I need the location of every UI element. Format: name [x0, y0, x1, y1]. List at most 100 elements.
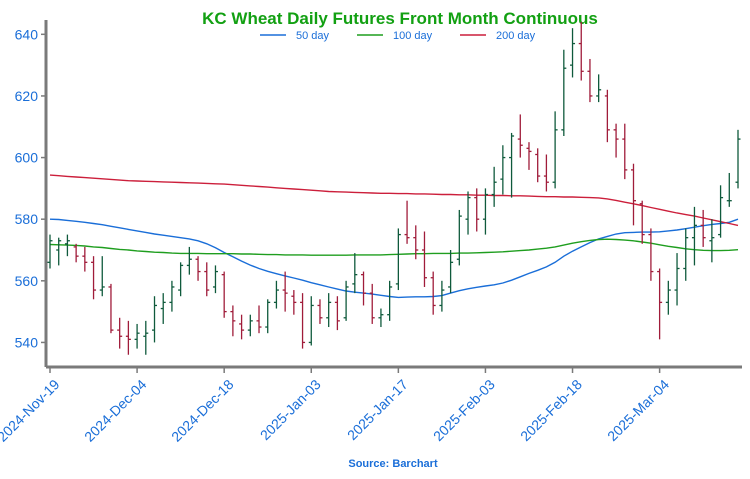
- ohlc-bar: [134, 323, 140, 349]
- ohlc-bar: [64, 234, 70, 257]
- y-tick-label: 540: [15, 334, 39, 350]
- ohlc-bar: [369, 283, 375, 324]
- ohlc-bar: [639, 200, 645, 244]
- ohlc-bar: [535, 148, 541, 183]
- ohlc-bar: [108, 283, 114, 334]
- ohlc-bar: [622, 123, 628, 180]
- ohlc-bar: [630, 163, 636, 226]
- ohlc-bar: [56, 237, 62, 266]
- legend-label-sma50: 50 day: [296, 30, 330, 42]
- chart-title: KC Wheat Daily Futures Front Month Conti…: [202, 9, 598, 28]
- ohlc-bar: [587, 58, 593, 103]
- ohlc-bar: [578, 22, 584, 81]
- ohlc-bar: [604, 89, 610, 143]
- ohlc-bar: [47, 234, 53, 269]
- ohlc-bar: [265, 299, 271, 334]
- ohlc-bar: [308, 296, 314, 346]
- ohlc-bar: [73, 243, 79, 263]
- x-tick-label: 2025-Mar-04: [604, 376, 672, 444]
- ohlc-bar: [300, 293, 306, 349]
- ohlc-bar: [82, 246, 88, 272]
- ohlc-bar: [543, 154, 549, 192]
- ohlc-bar: [552, 111, 558, 189]
- ohlc-bar: [526, 142, 532, 170]
- ohlc-bar: [491, 166, 497, 207]
- ohlc-bar: [561, 49, 567, 136]
- x-tick-label: 2024-Dec-18: [168, 376, 237, 445]
- moving-average-lines: [49, 174, 739, 299]
- ohlc-bar: [186, 246, 192, 275]
- ohlc-bar: [456, 209, 462, 266]
- ohlc-bar: [395, 228, 401, 291]
- ohlc-bar: [221, 271, 227, 318]
- ohlc-bar: [517, 114, 523, 158]
- y-tick-label: 640: [15, 26, 39, 42]
- y-axis-ticks: 540 560 580 600 620 640: [15, 26, 46, 350]
- legend: 50 day 100 day 200 day: [260, 30, 536, 42]
- ohlc-bar: [387, 280, 393, 321]
- y-tick-label: 580: [15, 211, 39, 227]
- ohlc-bar: [91, 256, 97, 300]
- ohlc-bar: [726, 172, 732, 207]
- ohlc-bar: [404, 200, 410, 244]
- ohlc-bar: [239, 314, 245, 340]
- ohlc-bar: [317, 299, 323, 324]
- x-tick-label: 2025-Jan-03: [257, 376, 324, 443]
- ohlc-bar: [152, 296, 158, 343]
- x-tick-label: 2025-Feb-03: [430, 376, 498, 444]
- ohlc-bar: [509, 132, 515, 198]
- source-label: Source: Barchart: [348, 458, 438, 470]
- ohlc-bar: [204, 262, 210, 297]
- ohlc-bar: [718, 185, 724, 238]
- axes: [44, 20, 742, 369]
- ohlc-bar: [709, 219, 715, 263]
- ohlc-bar: [448, 250, 454, 294]
- x-tick-label: 2024-Nov-19: [0, 376, 63, 445]
- ohlc-bar: [178, 262, 184, 297]
- series-line-sma50: [49, 218, 739, 299]
- ohlc-bar: [657, 268, 663, 340]
- ohlc-bar: [273, 280, 279, 309]
- ohlc-bar: [421, 231, 427, 287]
- series-line-sma100: [49, 238, 739, 256]
- ohlc-bars: [47, 22, 741, 355]
- ohlc-bar: [665, 280, 671, 315]
- ohlc-bar: [212, 265, 218, 294]
- ohlc-bar: [465, 191, 471, 235]
- ohlc-bar: [691, 206, 697, 266]
- ohlc-bar: [343, 280, 349, 321]
- ohlc-bar: [352, 253, 358, 294]
- x-tick-label: 2025-Jan-17: [344, 376, 411, 443]
- ohlc-bar: [195, 256, 201, 281]
- ohlc-bar: [334, 296, 340, 331]
- ohlc-bar: [596, 74, 602, 103]
- ohlc-bar: [291, 290, 297, 315]
- ohlc-bar: [125, 320, 131, 355]
- ohlc-bar: [230, 305, 236, 337]
- y-tick-label: 560: [15, 273, 39, 289]
- ohlc-bar: [439, 280, 445, 312]
- ohlc-bar: [648, 228, 654, 281]
- series-line-sma200: [49, 174, 739, 227]
- legend-label-sma100: 100 day: [393, 30, 433, 42]
- ohlc-bar: [378, 308, 384, 328]
- ohlc-bar: [413, 225, 419, 260]
- x-tick-label: 2024-Dec-04: [81, 376, 150, 445]
- ohlc-bar: [482, 188, 488, 235]
- ohlc-bar: [570, 28, 576, 78]
- ohlc-bar: [674, 253, 680, 306]
- ohlc-bar: [247, 314, 253, 337]
- ohlc-bar: [143, 320, 149, 355]
- ohlc-bar: [326, 293, 332, 328]
- y-tick-label: 620: [15, 88, 39, 104]
- legend-label-sma200: 200 day: [496, 30, 536, 42]
- ohlc-bar: [256, 305, 262, 334]
- ohlc-bar: [169, 280, 175, 312]
- ohlc-bar: [700, 209, 706, 247]
- ohlc-bar: [361, 271, 367, 306]
- ohlc-bar: [430, 271, 436, 315]
- ohlc-bar: [117, 317, 123, 349]
- ohlc-bar: [613, 123, 619, 158]
- ohlc-bar: [500, 145, 506, 195]
- ohlc-bar: [683, 228, 689, 281]
